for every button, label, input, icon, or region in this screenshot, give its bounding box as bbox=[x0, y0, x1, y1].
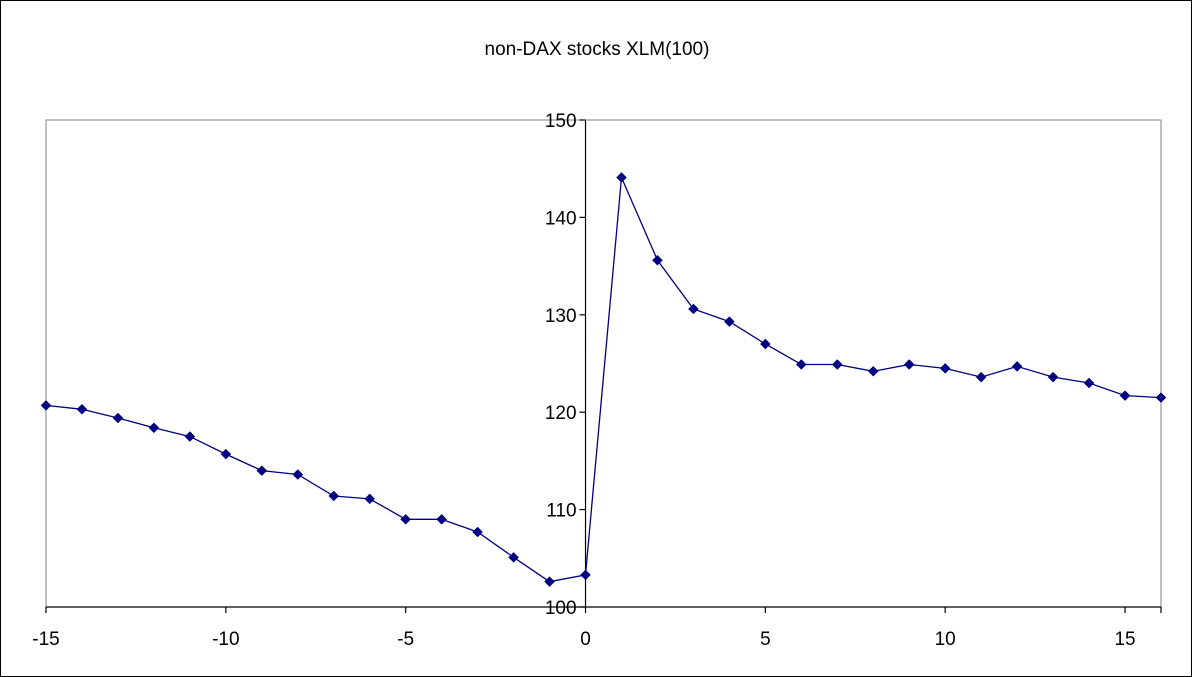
series-group bbox=[40, 172, 1167, 588]
data-point-marker bbox=[544, 576, 555, 588]
data-point-marker bbox=[724, 316, 735, 327]
data-point-marker bbox=[148, 422, 160, 434]
data-point-marker bbox=[220, 448, 232, 460]
data-point-marker bbox=[867, 365, 879, 377]
data-point-marker bbox=[652, 254, 663, 266]
series-line bbox=[45, 177, 1162, 583]
y-tick-label: 110 bbox=[546, 501, 576, 522]
data-point-marker bbox=[580, 569, 591, 581]
y-axis: 100 110 120 130 140 150 bbox=[545, 111, 587, 619]
data-point-marker bbox=[508, 551, 519, 563]
x-tick-label: 10 bbox=[935, 629, 956, 650]
data-point-marker bbox=[76, 403, 88, 415]
y-tick-label: 120 bbox=[545, 403, 577, 424]
y-tick-label: 150 bbox=[545, 111, 577, 132]
data-point-marker bbox=[903, 359, 915, 370]
data-point-marker bbox=[328, 490, 340, 502]
x-tick-label: -5 bbox=[397, 629, 414, 650]
data-point-marker bbox=[616, 172, 627, 183]
data-point-marker bbox=[795, 359, 807, 370]
data-point-marker bbox=[436, 513, 447, 525]
chart-title: non-DAX stocks XLM(100) bbox=[485, 39, 710, 60]
y-tick-label: 140 bbox=[545, 208, 577, 229]
data-point-marker bbox=[1155, 392, 1167, 403]
data-point-marker bbox=[256, 465, 268, 476]
y-tick-label: 130 bbox=[545, 306, 577, 327]
data-point-marker bbox=[688, 303, 699, 315]
x-tick-label: -15 bbox=[32, 629, 59, 650]
data-point-marker bbox=[184, 431, 196, 442]
data-point-marker bbox=[1119, 390, 1131, 401]
x-tick-label: 15 bbox=[1114, 629, 1135, 650]
data-point-marker bbox=[939, 363, 951, 374]
data-point-marker bbox=[292, 469, 304, 480]
plot-area bbox=[45, 119, 1162, 608]
data-point-marker bbox=[831, 359, 843, 370]
data-point-marker bbox=[472, 526, 483, 538]
data-point-marker bbox=[1083, 377, 1095, 389]
data-point-marker bbox=[40, 400, 52, 411]
data-point-marker bbox=[364, 493, 376, 505]
data-point-marker bbox=[975, 371, 987, 383]
data-point-marker bbox=[112, 412, 124, 424]
x-tick-label: 0 bbox=[580, 629, 591, 650]
x-tick-label: 5 bbox=[760, 629, 771, 650]
x-tick-label: -10 bbox=[212, 629, 239, 650]
data-point-marker bbox=[1011, 361, 1023, 372]
data-point-marker bbox=[400, 513, 412, 525]
data-point-marker bbox=[760, 338, 771, 350]
x-axis: -15 -10 -5 0 5 10 15 bbox=[32, 606, 1162, 650]
data-point-marker bbox=[1047, 371, 1059, 383]
y-tick-label: 100 bbox=[545, 598, 577, 619]
